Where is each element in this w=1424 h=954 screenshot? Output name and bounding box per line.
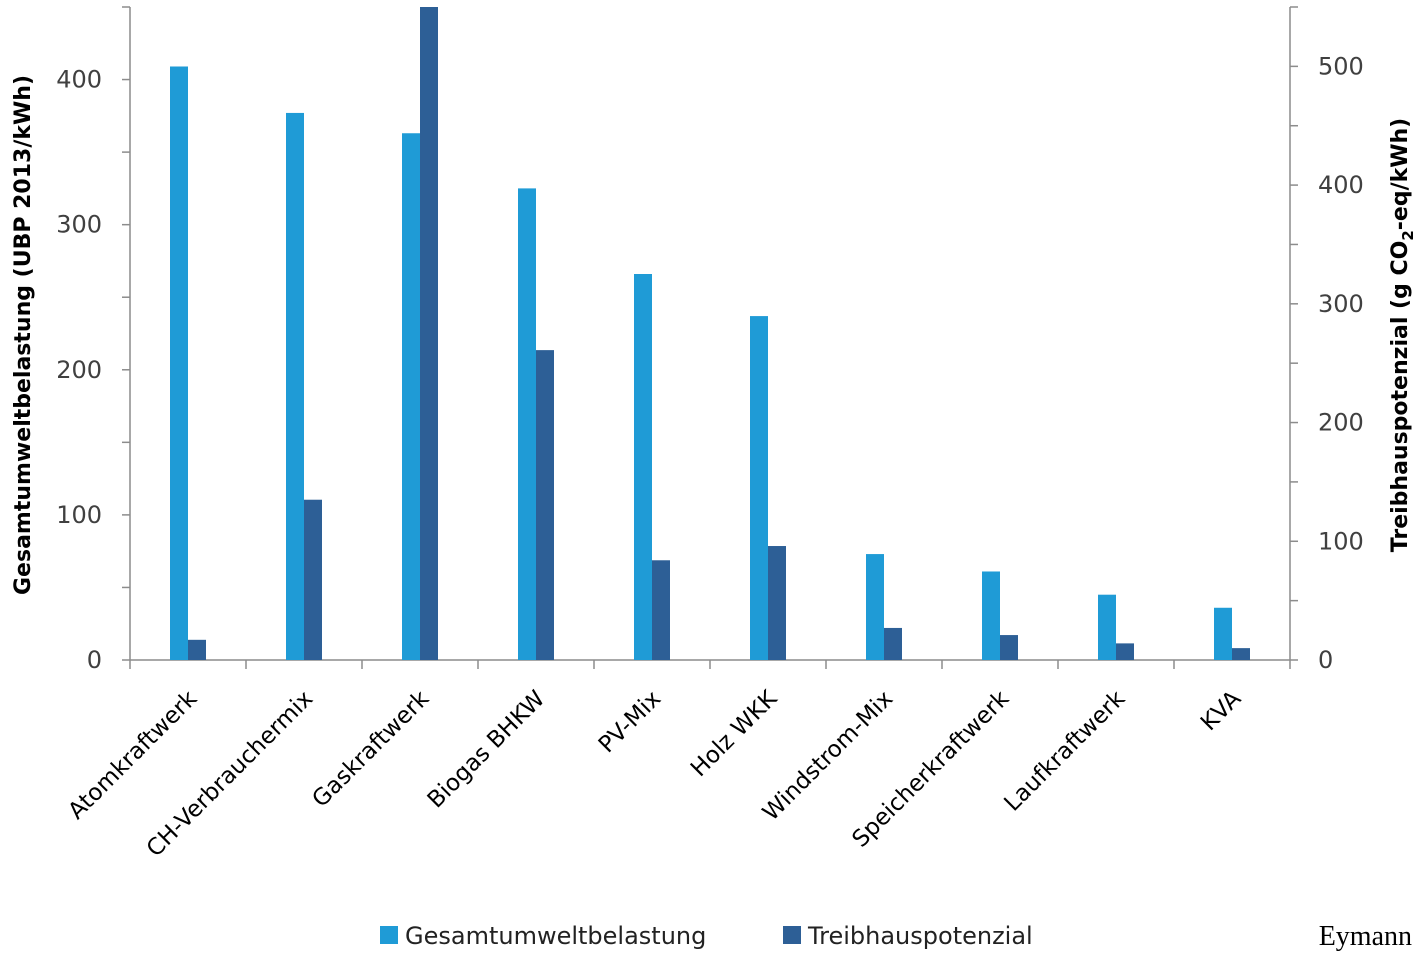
category-labels: AtomkraftwerkCH-VerbrauchermixGaskraftwe… — [64, 685, 1247, 862]
bar-gesamtumweltbelastung — [750, 316, 768, 660]
x-axis-category-label: Biogas BHKW — [423, 686, 551, 814]
legend-label-gesamtumweltbelastung: Gesamtumweltbelastung — [405, 922, 706, 950]
legend: Gesamtumweltbelastung Treibhauspotenzial — [380, 922, 1033, 950]
bar-treibhauspotenzial — [536, 350, 554, 660]
credit-text: Eymann — [1319, 921, 1412, 952]
y-axis-right-tick-label: 400 — [1318, 171, 1364, 199]
bar-gesamtumweltbelastung — [402, 133, 420, 660]
right-y-axis-ticks: 0 100 200 300 400 500 — [1318, 52, 1364, 674]
bar-treibhauspotenzial — [304, 499, 322, 660]
y-axis-right-title-part2: -eq/kWh) — [1388, 118, 1413, 230]
bar-treibhauspotenzial — [420, 7, 438, 660]
x-axis-category-label: Laufkraftwerk — [999, 685, 1130, 816]
y-axis-left-tick-label: 200 — [56, 356, 102, 384]
legend-label-treibhauspotenzial: Treibhauspotenzial — [807, 922, 1033, 950]
x-axis-category-label: KVA — [1196, 686, 1246, 736]
y-axis-left-tick-label: 400 — [56, 66, 102, 94]
x-axis-category-label: Holz WKK — [686, 685, 783, 782]
y-axis-right-title: Treibhauspotenzial (g CO2-eq/kWh) — [1388, 118, 1417, 552]
x-axis-category-label: PV-Mix — [594, 686, 666, 758]
bar-treibhauspotenzial — [884, 627, 902, 660]
bar-gesamtumweltbelastung — [1214, 607, 1232, 660]
axes — [122, 6, 1298, 669]
bars — [170, 7, 1250, 661]
legend-swatch-treibhauspotenzial — [783, 926, 801, 944]
y-axis-left-tick-label: 300 — [56, 211, 102, 239]
legend-swatch-gesamtumweltbelastung — [380, 926, 398, 944]
y-axis-left-tick-label: 0 — [87, 646, 102, 674]
bar-gesamtumweltbelastung — [170, 66, 188, 661]
bar-treibhauspotenzial — [1232, 648, 1250, 660]
y-axis-left-title: Gesamtumweltbelastung (UBP 2013/kWh) — [11, 75, 36, 595]
y-axis-right-title-subscript: 2 — [1399, 230, 1417, 240]
bar-gesamtumweltbelastung — [634, 274, 652, 660]
y-axis-left-tick-label: 100 — [56, 501, 102, 529]
bar-treibhauspotenzial — [1000, 635, 1018, 660]
y-axis-right-tick-label: 200 — [1318, 409, 1364, 437]
bar-treibhauspotenzial — [768, 546, 786, 660]
y-axis-right-title-part1: Treibhauspotenzial (g CO — [1388, 241, 1413, 553]
y-axis-right-tick-label: 300 — [1318, 290, 1364, 318]
y-axis-right-tick-label: 0 — [1318, 646, 1333, 674]
left-y-axis-ticks: 0 100 200 300 400 — [56, 66, 102, 674]
y-axis-right-tick-label: 100 — [1318, 527, 1364, 555]
bar-gesamtumweltbelastung — [982, 571, 1000, 660]
bar-treibhauspotenzial — [652, 560, 670, 660]
bar-treibhauspotenzial — [1116, 643, 1134, 660]
bar-gesamtumweltbelastung — [518, 188, 536, 660]
bar-gesamtumweltbelastung — [1098, 594, 1116, 660]
bar-treibhauspotenzial — [188, 639, 206, 660]
bar-gesamtumweltbelastung — [866, 554, 884, 660]
y-axis-right-tick-label: 500 — [1318, 52, 1364, 80]
bar-gesamtumweltbelastung — [286, 112, 304, 661]
x-axis-category-label: Gaskraftwerk — [308, 685, 435, 812]
